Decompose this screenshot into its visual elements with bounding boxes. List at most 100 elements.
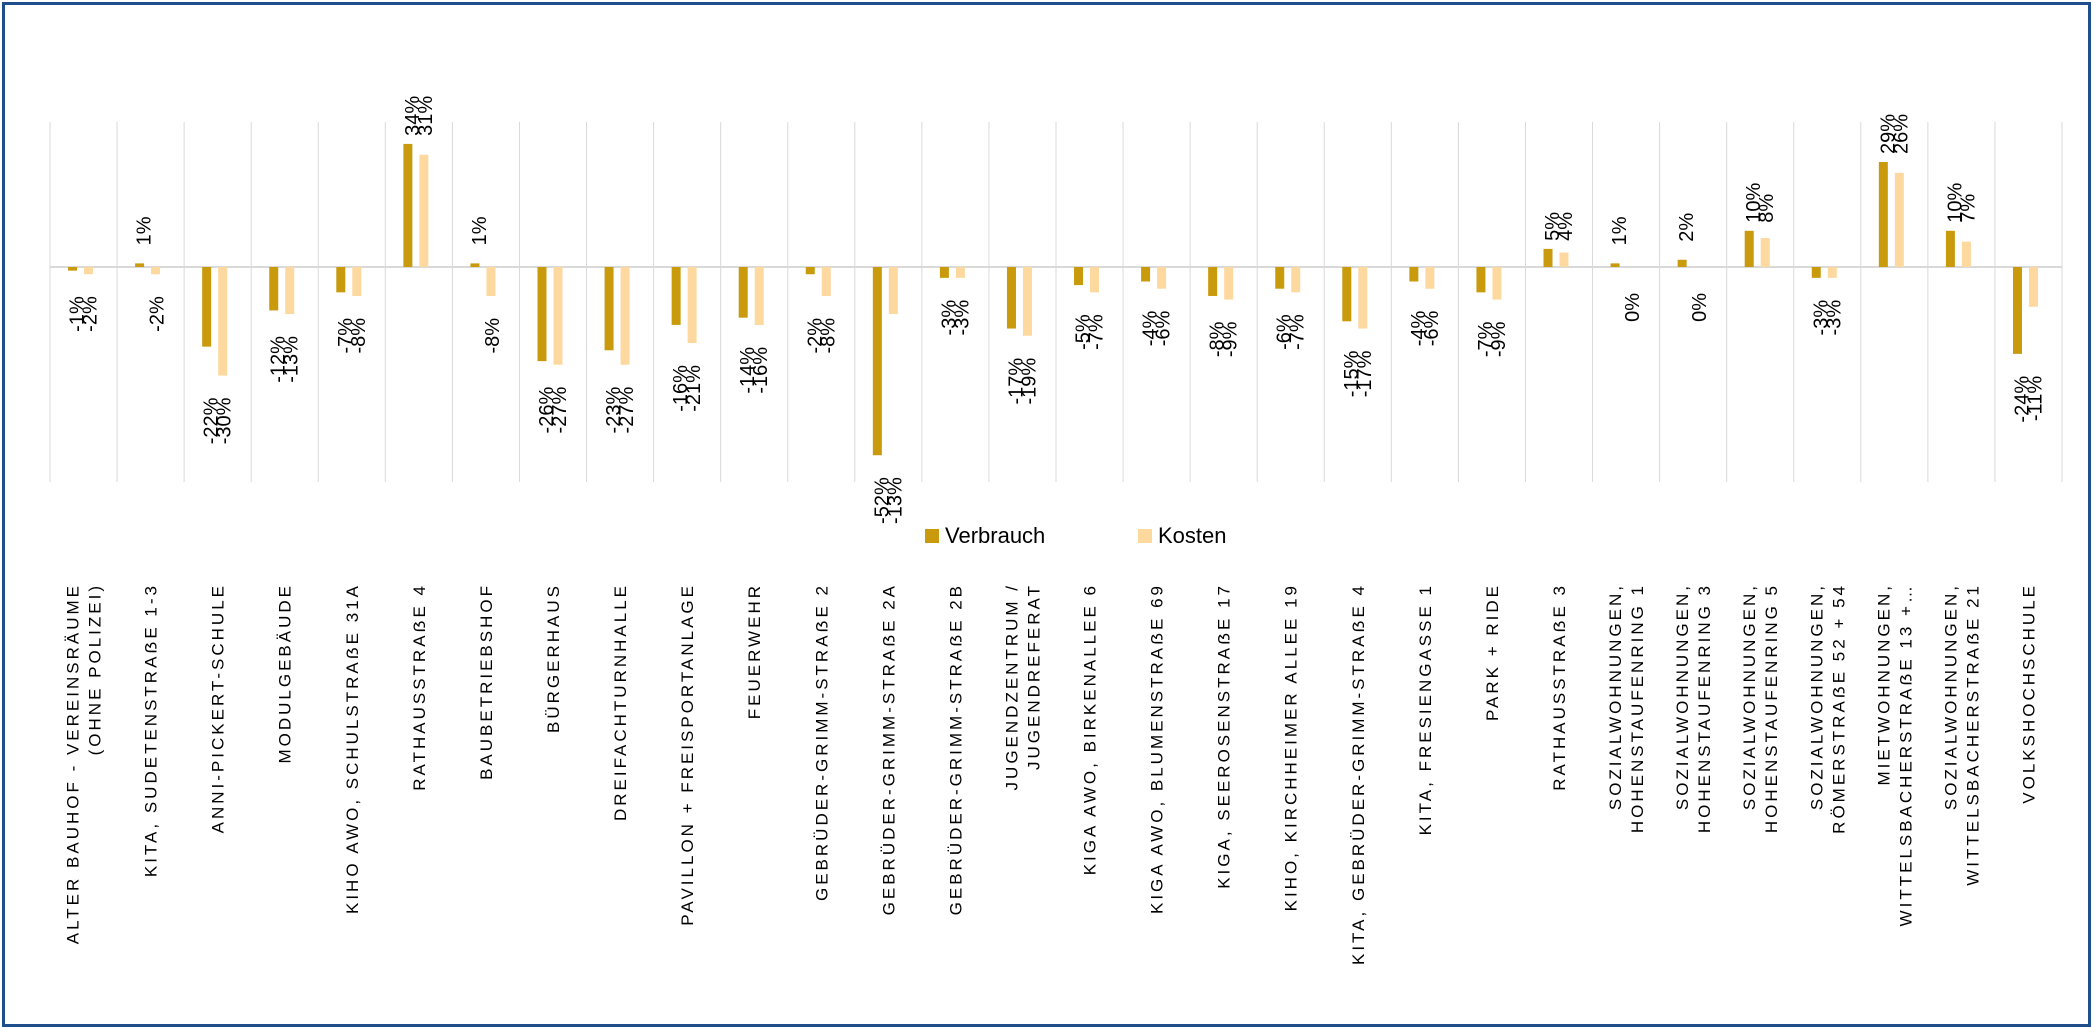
bar-verbrauch: [872, 267, 882, 456]
data-label-verbrauch: -8%: [1207, 321, 1229, 357]
bar-kosten: [1827, 267, 1837, 278]
gridlines: [49, 122, 2063, 482]
data-label-verbrauch: -7%: [335, 318, 357, 354]
data-label-verbrauch: -7%: [1475, 321, 1497, 357]
bar-verbrauch: [1208, 267, 1218, 296]
bar-verbrauch: [1275, 267, 1285, 289]
bar-verbrauch: [604, 267, 614, 351]
category-label: WITTELSBACHERSTRAẞE 21: [1963, 583, 1982, 886]
data-label-verbrauch: -23%: [603, 387, 625, 434]
bar-kosten: [888, 267, 898, 315]
data-label-verbrauch: 2%: [1676, 213, 1698, 242]
data-label-verbrauch: -26%: [536, 387, 558, 434]
data-label-kosten: -8%: [482, 318, 504, 354]
bar-verbrauch: [470, 263, 480, 267]
legend-swatch-verbrauch: [925, 529, 939, 543]
data-label-verbrauch: -14%: [737, 347, 759, 394]
data-label-verbrauch: -24%: [2011, 376, 2033, 423]
bar-kosten: [84, 267, 94, 275]
data-label-verbrauch: -15%: [1341, 350, 1363, 397]
category-label: RÖMERSTRAẞE 52 + 54: [1829, 583, 1848, 834]
data-label-kosten: -3%: [1823, 300, 1845, 336]
bar-kosten: [1760, 238, 1770, 267]
data-label-kosten: -9%: [1488, 321, 1510, 357]
data-label-kosten: -8%: [348, 318, 370, 354]
bar-kosten: [1559, 252, 1569, 267]
data-label-verbrauch: -16%: [670, 365, 692, 412]
category-label: PAVILLON + FREISPORTANLAGE: [678, 583, 697, 926]
bar-kosten: [352, 267, 362, 296]
category-label: DREIFACHTURNHALLE: [611, 583, 630, 821]
data-label-kosten: -27%: [616, 387, 638, 434]
data-label-verbrauch: -5%: [1073, 314, 1095, 350]
data-label-kosten: -11%: [2024, 376, 2046, 421]
category-label: KIHO AWO, SCHULSTRAẞE 31A: [343, 583, 362, 914]
bar-kosten: [218, 267, 228, 376]
data-label-kosten: -13%: [281, 336, 303, 383]
bar-kosten: [1425, 267, 1435, 289]
data-label-kosten: -3%: [951, 300, 973, 336]
legend-swatch-kosten: [1138, 529, 1152, 543]
bar-verbrauch: [336, 267, 346, 293]
category-label: SOZIALWOHNUNGEN,: [1673, 583, 1692, 810]
bar-verbrauch: [805, 267, 815, 275]
bar-verbrauch: [1543, 248, 1553, 267]
data-label-verbrauch: -4%: [1140, 311, 1162, 347]
bar-kosten: [1224, 267, 1234, 300]
bar-verbrauch: [1006, 267, 1016, 329]
bar-verbrauch: [1610, 263, 1620, 267]
data-label-verbrauch: -17%: [1005, 358, 1027, 405]
category-label: SOZIALWOHNUNGEN,: [1941, 583, 1960, 810]
data-labels: -1%-2%1%-2%-22%-30%-12%-13%-7%-8%34%31%1…: [67, 96, 2047, 524]
bar-verbrauch: [1677, 259, 1687, 267]
data-label-kosten: -2%: [147, 296, 169, 332]
bar-kosten: [486, 267, 496, 296]
data-label-kosten: -30%: [214, 397, 236, 444]
category-label: HOHENSTAUFENRING 3: [1695, 583, 1714, 833]
bar-kosten: [1961, 241, 1971, 267]
bar-verbrauch: [1878, 162, 1888, 267]
category-label: SOZIALWOHNUNGEN,: [1740, 583, 1759, 810]
data-label-verbrauch: -1%: [67, 296, 89, 332]
bar-verbrauch: [135, 263, 145, 267]
data-label-verbrauch: 10%: [1944, 183, 1966, 223]
data-label-kosten: 8%: [1756, 194, 1778, 223]
category-label: KIHO, KIRCHHEIMER ALLEE 19: [1282, 583, 1301, 911]
category-label: VOLKSHOCHSCHULE: [2019, 583, 2038, 804]
data-label-kosten: -7%: [1086, 314, 1108, 350]
bar-kosten: [151, 267, 161, 275]
data-label-kosten: -13%: [884, 477, 906, 524]
bar-chart: -1%-2%1%-2%-22%-30%-12%-13%-7%-8%34%31%1…: [49, 96, 2063, 965]
category-label: BAUBETRIEBSHOF: [477, 583, 496, 780]
data-label-verbrauch: 10%: [1743, 183, 1765, 223]
data-label-verbrauch: 29%: [1877, 114, 1899, 154]
data-label-verbrauch: -12%: [268, 336, 290, 383]
legend-label-kosten: Kosten: [1158, 523, 1227, 548]
category-label: ALTER BAUHOF - VEREINSRÄUME: [64, 583, 83, 944]
bar-kosten: [1022, 267, 1032, 336]
bar-kosten: [754, 267, 764, 325]
bar-verbrauch: [202, 267, 212, 347]
category-label: ANNI-PICKERT-SCHULE: [209, 583, 228, 833]
data-label-kosten: -16%: [750, 347, 772, 394]
data-label-kosten: -21%: [683, 365, 705, 412]
bar-verbrauch: [1141, 267, 1151, 282]
data-label-kosten: 7%: [1957, 194, 1979, 223]
category-label: GEBRÜDER-GRIMM-STRAẞE 2B: [946, 583, 965, 915]
data-label-verbrauch: -52%: [871, 477, 893, 524]
bar-verbrauch: [1342, 267, 1352, 322]
category-label: HOHENSTAUFENRING 5: [1762, 583, 1781, 833]
bar-verbrauch: [1409, 267, 1419, 282]
category-label: BÜRGERHAUS: [544, 583, 563, 733]
bar-verbrauch: [68, 267, 78, 271]
category-labels: ALTER BAUHOF - VEREINSRÄUME (OHNE POLIZEI…: [64, 583, 2039, 965]
data-label-kosten: -2%: [80, 296, 102, 332]
bar-kosten: [1894, 172, 1904, 267]
bar-kosten: [1090, 267, 1100, 293]
category-label: KITA, GEBRÜDER-GRIMM-STRAẞE 4: [1349, 583, 1368, 965]
bar-verbrauch: [269, 267, 279, 311]
bar-kosten: [553, 267, 563, 365]
bar-verbrauch: [738, 267, 748, 318]
category-label: GEBRÜDER-GRIMM-STRAẞE 2: [812, 583, 831, 901]
